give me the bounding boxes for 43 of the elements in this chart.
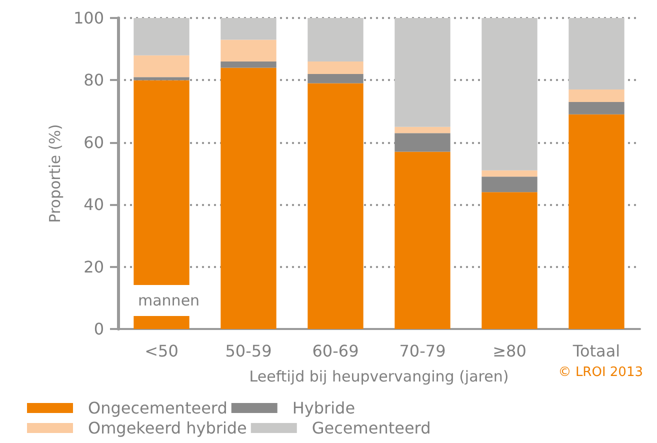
bar: [568, 102, 624, 114]
bar: [220, 40, 276, 62]
y-tick-label: 80: [84, 70, 104, 90]
bar: [134, 55, 190, 78]
bar: [308, 74, 364, 84]
bar: [482, 170, 538, 177]
x-tick-label: <50: [144, 342, 178, 360]
x-tick-label: Totaal: [572, 342, 620, 360]
legend-label: Ongecementeerd: [88, 398, 228, 418]
bar: [220, 68, 276, 329]
text: © LROI 2013: [558, 365, 644, 380]
bar: [568, 18, 624, 90]
y-tick-label: 20: [84, 257, 104, 276]
y-tick-label: 40: [84, 195, 104, 214]
bar: [394, 133, 450, 152]
bar: [482, 176, 538, 192]
x-tick-label: ≥80: [492, 342, 526, 360]
x-axis-title: Leeftijd bij heupvervanging (jaren): [249, 368, 509, 386]
bar: [568, 114, 624, 329]
legend-label: Omgekeerd hybride: [88, 418, 247, 438]
x-tick-label: 70-79: [399, 342, 446, 360]
bar: [308, 83, 364, 329]
bar: [394, 18, 450, 127]
bar: [134, 77, 190, 80]
x-tick-label: 50-59: [225, 342, 272, 360]
bar: [394, 152, 450, 329]
y-tick-label: 0: [94, 320, 104, 338]
bar: [308, 62, 364, 74]
bar: [134, 18, 190, 56]
legend-label: Gecementeerd: [312, 418, 431, 438]
bar: [220, 18, 276, 40]
x-tick-label: 60-69: [312, 342, 359, 360]
bar: [308, 18, 364, 62]
bar: [394, 126, 450, 134]
bar: [568, 90, 624, 102]
bar: [482, 18, 538, 170]
annotation: mannen: [138, 292, 200, 310]
y-tick-label: 100: [73, 8, 104, 28]
bar: [482, 192, 538, 329]
bar: [220, 62, 276, 68]
y-tick-label: 60: [84, 132, 104, 152]
legend-label: Hybride: [292, 398, 356, 418]
y-axis-title: Proportie (%): [46, 124, 64, 223]
